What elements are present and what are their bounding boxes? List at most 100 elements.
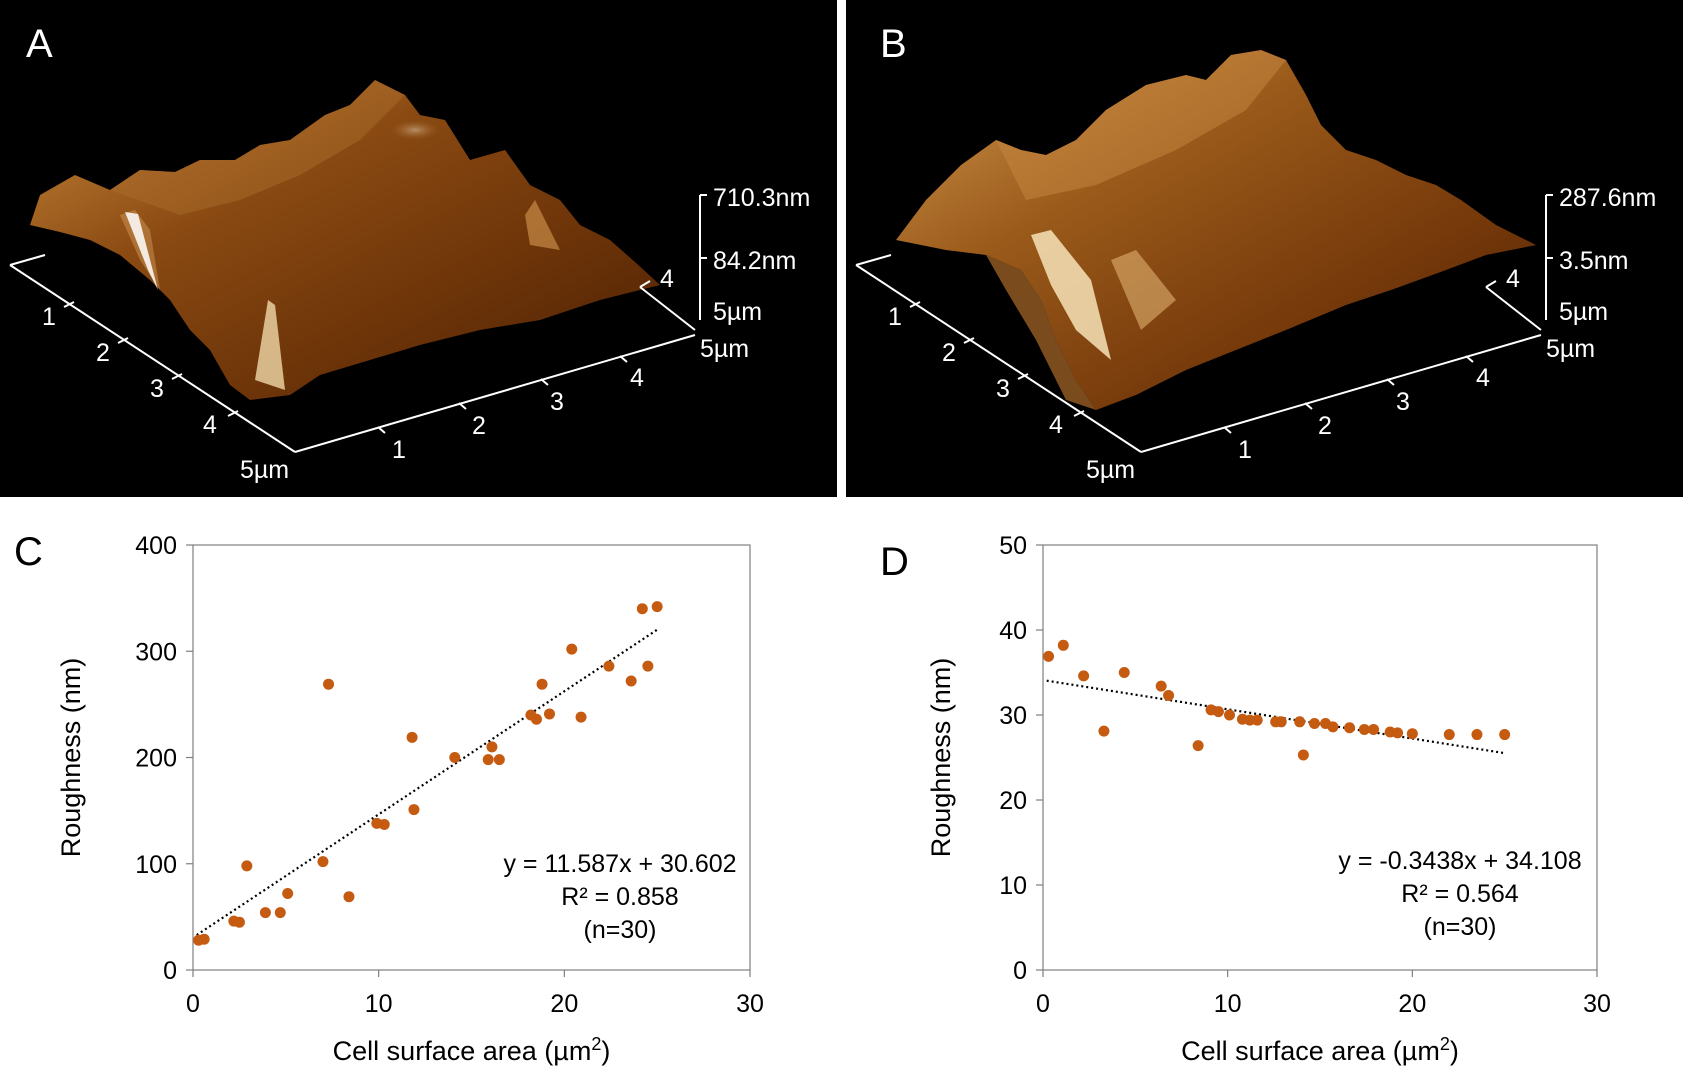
data-point-c-22 [543, 708, 555, 720]
chart-d: 0 10 20 30 40 50 0 10 20 30 Roughness (nm) Cell sur… [926, 532, 1611, 1066]
data-point-c-18 [493, 754, 505, 766]
data-point-d-25 [1392, 727, 1404, 739]
x-tick-a-2: 2 [472, 412, 486, 440]
x-tick-label-d-0: 0 [1036, 990, 1050, 1018]
data-point-c-28 [642, 660, 654, 672]
data-point-d-15 [1275, 716, 1287, 728]
equation-c: y = 11.587x + 30.602 R² = 0.858 (n=30) [440, 848, 800, 947]
y-end-a: 5µm [240, 456, 290, 484]
z-scale-mid-b: 3.5nm [1559, 247, 1629, 275]
x-tick-label-c-1: 10 [365, 990, 393, 1018]
data-point-c-23 [566, 643, 578, 655]
data-point-c-20 [530, 713, 542, 725]
y-tick-b-1: 1 [888, 303, 902, 331]
y-tick-label-c-4: 400 [135, 532, 177, 560]
afm-panel-b: B 287.6nm 3.5nm 5µm 4 5µm 1 2 3 4 5µm 1 … [846, 0, 1683, 497]
data-point-c-7 [282, 888, 294, 899]
equation-d: y = -0.3438x + 34.108 R² = 0.564 (n=30) [1275, 845, 1645, 944]
data-point-d-26 [1406, 728, 1418, 740]
z-scale-base-b: 5µm [1559, 298, 1609, 326]
data-point-d-20 [1327, 721, 1339, 733]
r2-d: R² = 0.564 [1401, 880, 1519, 908]
data-point-d-18 [1308, 718, 1320, 729]
z-scale-base-a: 5µm [713, 298, 763, 326]
panel-label-d: D [880, 540, 909, 584]
data-point-d-7 [1192, 740, 1204, 752]
z-scale-top-a: 710.3nm [713, 184, 811, 212]
y-tick-a-1: 1 [42, 303, 56, 331]
x-tick-b-4: 4 [1476, 364, 1490, 392]
data-point-d-10 [1224, 709, 1236, 721]
data-point-c-17 [486, 741, 498, 753]
x-tick-label-d-3: 30 [1583, 990, 1611, 1018]
data-point-d-22 [1358, 723, 1370, 735]
data-point-d-0 [1043, 650, 1055, 662]
x-tick-label-c-0: 0 [186, 990, 200, 1018]
y-axis-label-c: Roughness (nm) [56, 658, 86, 858]
x-tick-label-d-1: 10 [1214, 990, 1242, 1018]
data-point-c-1 [198, 933, 210, 945]
x-tick-b-2: 2 [1318, 412, 1332, 440]
data-point-c-6 [274, 907, 286, 919]
y-tick-label-c-0: 0 [163, 957, 177, 985]
y-tick-label-c-1: 100 [135, 851, 177, 879]
x-tick-a-4: 4 [630, 364, 644, 392]
data-point-d-5 [1155, 680, 1167, 692]
data-point-d-4 [1118, 667, 1130, 678]
r2-c: R² = 0.858 [561, 883, 679, 911]
data-point-d-1 [1057, 639, 1069, 651]
equation-c-line: y = 11.587x + 30.602 [503, 850, 737, 878]
data-point-c-24 [575, 711, 587, 723]
panel-label-a: A [26, 22, 53, 66]
y-tick-label-d-0: 0 [1013, 957, 1027, 985]
y-tick-a-4: 4 [203, 411, 217, 439]
z-scale-mid-a: 84.2nm [713, 247, 797, 275]
y-tick-a-2: 2 [96, 339, 110, 367]
data-point-c-14 [408, 804, 420, 816]
x-tick-a-1: 1 [392, 436, 406, 464]
data-point-c-21 [536, 678, 548, 690]
depth-tick-a: 4 [660, 265, 674, 293]
data-point-c-16 [482, 754, 494, 766]
y-tick-b-2: 2 [942, 339, 956, 367]
data-point-d-23 [1368, 723, 1380, 735]
x-tick-b-3: 3 [1396, 388, 1410, 416]
y-tick-label-c-3: 300 [135, 638, 177, 666]
x-end-a: 5µm [700, 335, 750, 363]
data-point-c-4 [241, 860, 253, 872]
y-tick-label-d-3: 30 [999, 702, 1027, 730]
data-point-d-2 [1078, 670, 1090, 682]
z-scale-top-b: 287.6nm [1559, 184, 1657, 212]
data-point-c-29 [651, 601, 663, 613]
data-point-c-8 [317, 856, 329, 868]
n-d: (n=30) [1423, 913, 1497, 941]
x-axis-label-c: Cell surface area (µm2) [333, 1034, 611, 1066]
data-point-d-27 [1443, 729, 1455, 741]
data-point-c-25 [603, 660, 615, 672]
data-point-d-17 [1297, 749, 1309, 761]
afm-surface-b [855, 50, 1553, 453]
data-point-c-10 [343, 891, 355, 903]
data-point-c-12 [378, 818, 390, 830]
data-point-c-9 [323, 678, 335, 690]
data-point-c-5 [259, 907, 271, 919]
data-point-c-3 [233, 916, 245, 928]
y-axis-label-d: Roughness (nm) [926, 658, 956, 858]
plot-frame-d [1042, 544, 1598, 971]
y-tick-label-d-5: 50 [999, 532, 1027, 560]
x-tick-a-3: 3 [550, 388, 564, 416]
y-tick-label-d-4: 40 [999, 617, 1027, 645]
data-point-c-13 [406, 731, 418, 743]
x-end-b: 5µm [1546, 335, 1596, 363]
x-tick-label-c-3: 30 [736, 990, 764, 1018]
panel-label-c: C [14, 530, 43, 574]
data-point-d-28 [1471, 729, 1483, 741]
afm-panel-a: A 710.3nm 84.2nm 5µm 4 5µm 1 2 3 4 5µm 1… [0, 0, 837, 497]
data-point-c-26 [625, 675, 637, 687]
surface-b [896, 50, 1536, 410]
y-tick-b-4: 4 [1049, 411, 1063, 439]
y-tick-a-3: 3 [150, 375, 164, 403]
data-point-d-6 [1163, 689, 1175, 701]
n-c: (n=30) [583, 916, 657, 944]
